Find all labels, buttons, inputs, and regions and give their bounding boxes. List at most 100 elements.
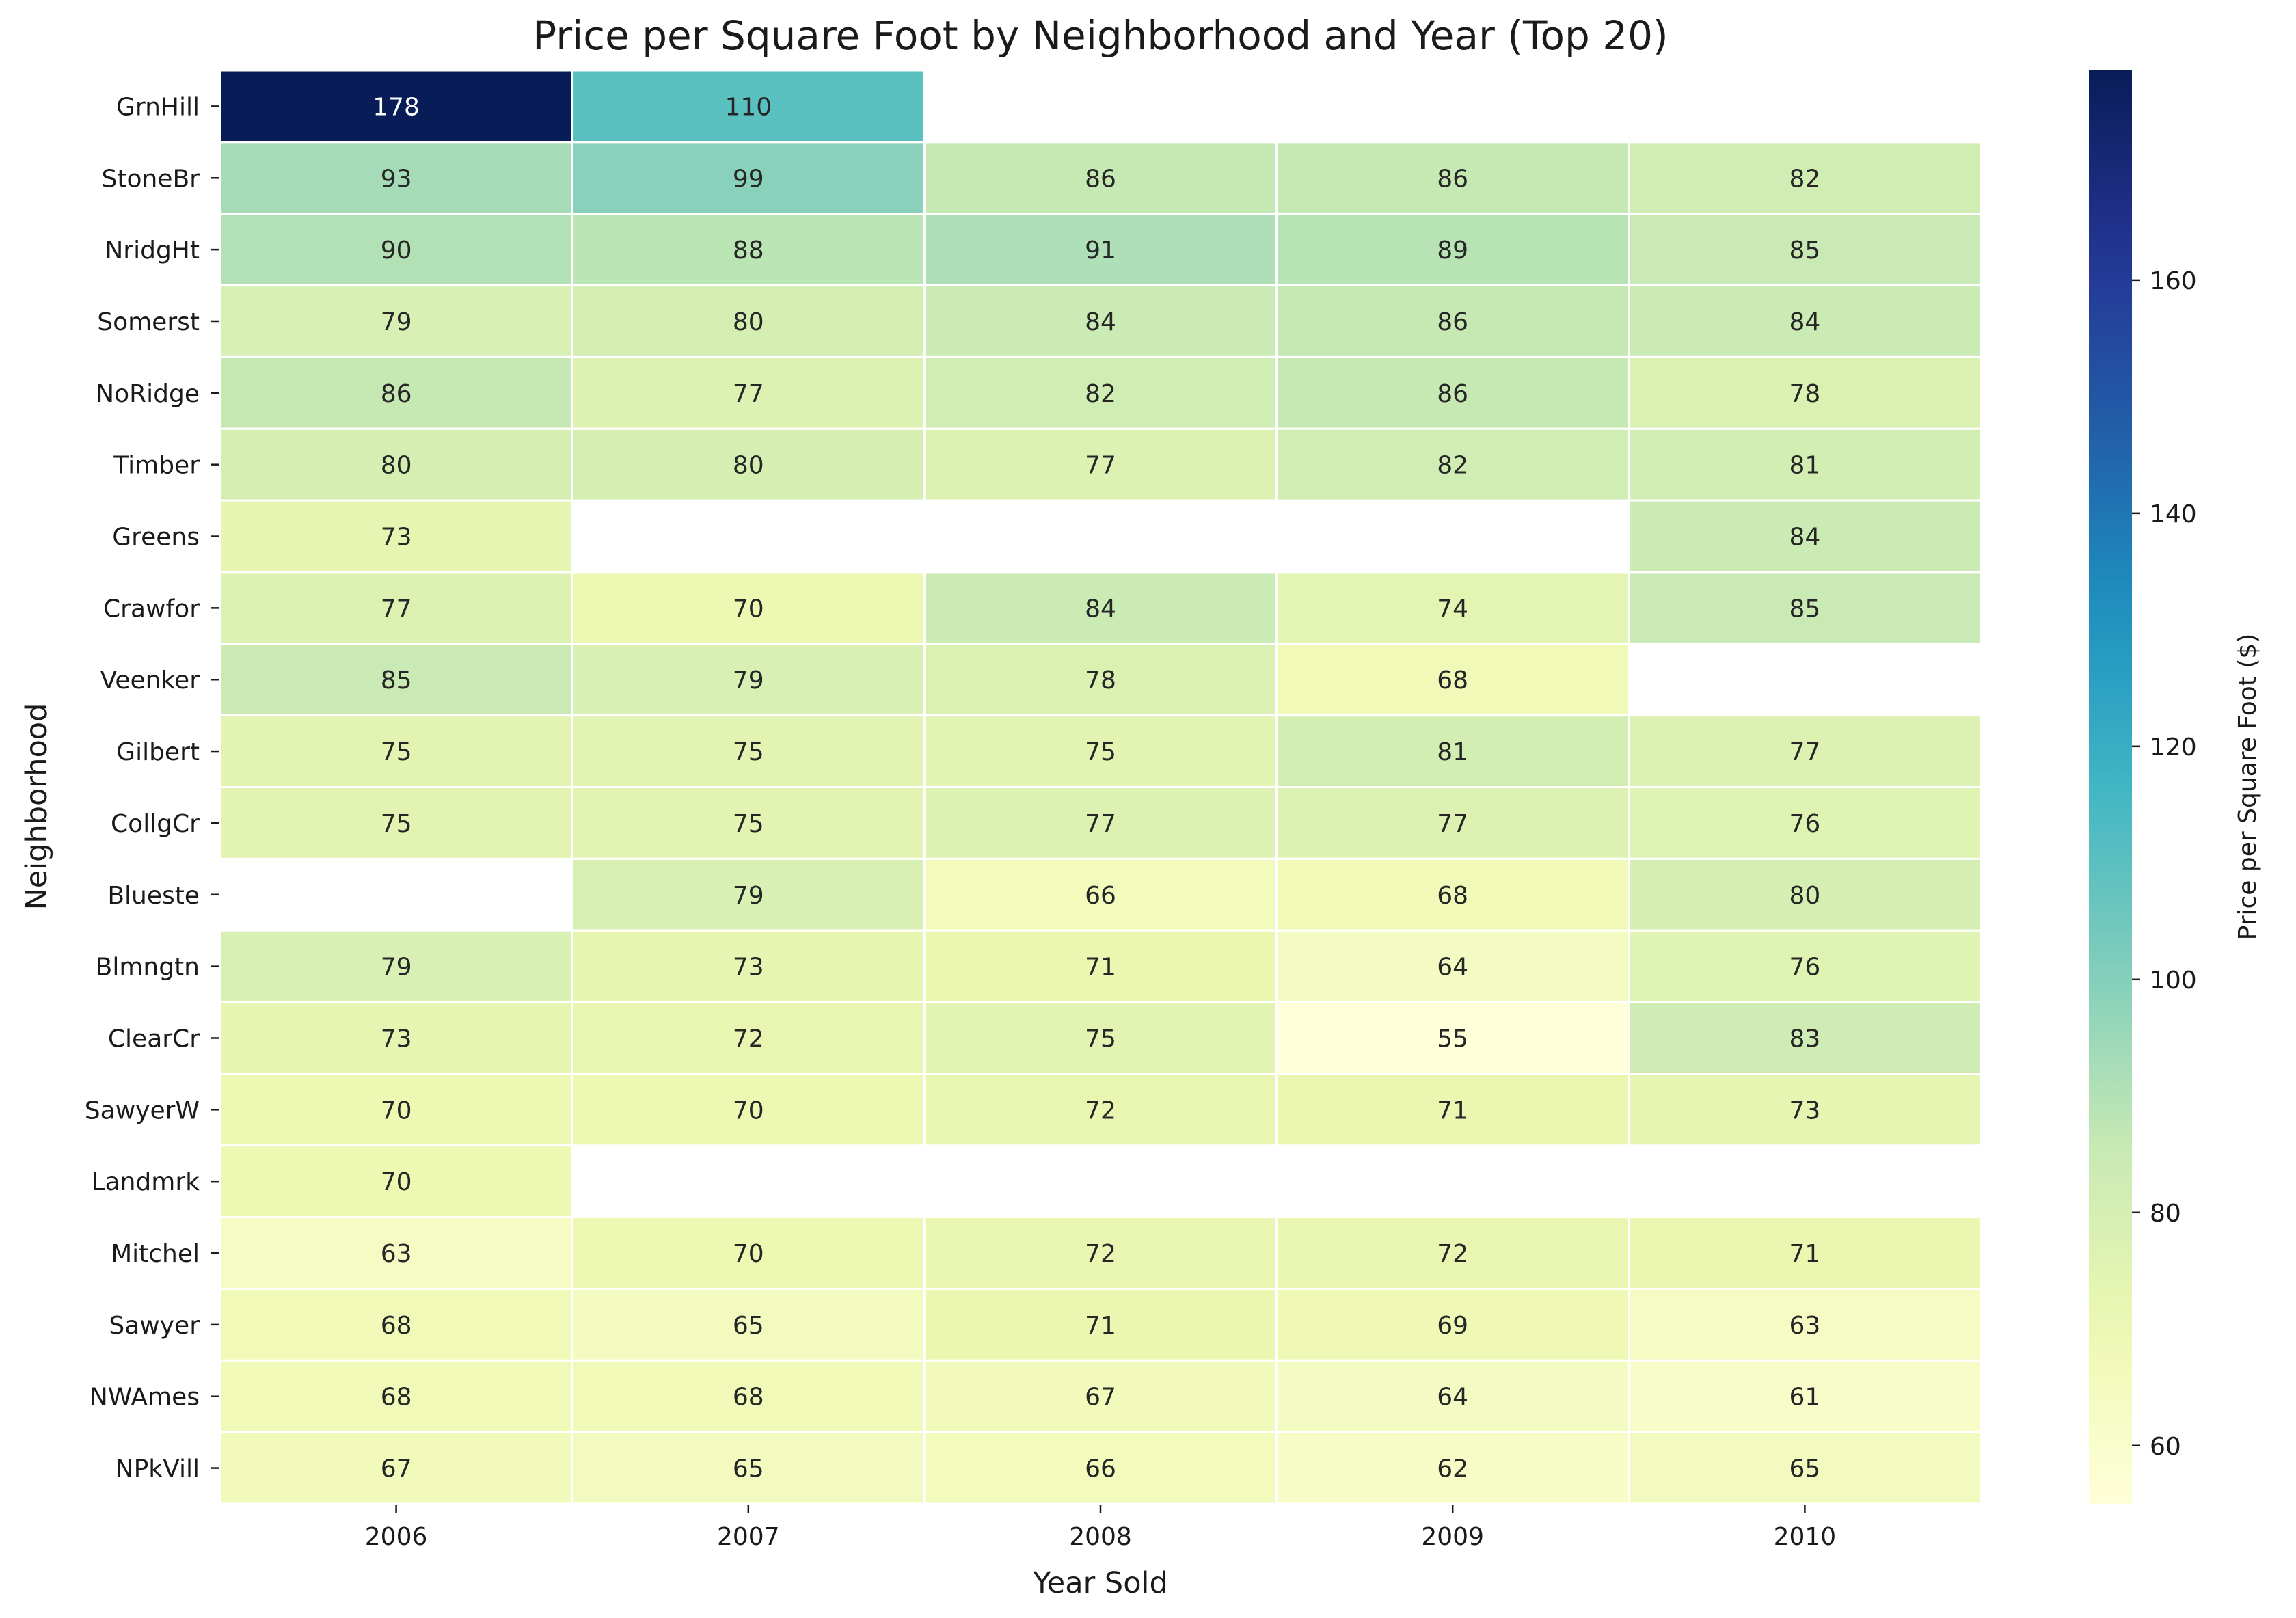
x-axis-label: Year Sold	[1032, 1566, 1168, 1600]
colorbar-label: Price per Square Foot ($)	[2234, 634, 2262, 941]
heatmap-cell-value: 89	[1437, 237, 1468, 265]
heatmap-cell	[1628, 1287, 1982, 1362]
heatmap-cell-value: 79	[733, 882, 764, 910]
heatmap-cell-value: 84	[1085, 308, 1116, 336]
heatmap-cell-value: 64	[1437, 954, 1468, 982]
y-tick-label: Timber	[113, 452, 200, 480]
heatmap-cell	[1628, 1216, 1982, 1290]
y-tick-label: NWAmes	[90, 1384, 200, 1412]
heatmap-cell	[219, 1216, 573, 1290]
heatmap-cell-value: 73	[381, 524, 412, 552]
heatmap-cell	[571, 355, 926, 430]
y-tick-label: StoneBr	[102, 165, 200, 193]
y-tick-label: Gilbert	[116, 738, 200, 766]
heatmap-cell	[219, 427, 573, 502]
chart-title: Price per Square Foot by Neighborhood an…	[532, 12, 1668, 59]
heatmap-cell-value: 82	[1437, 452, 1468, 480]
heatmap-cell-value: 77	[1085, 452, 1116, 480]
heatmap-cell	[1628, 714, 1982, 789]
heatmap-cell-value: 86	[1437, 308, 1468, 336]
heatmap-cell	[923, 1287, 1278, 1362]
colorbar-tick-label: 160	[2150, 267, 2197, 295]
heatmap-cell	[1628, 284, 1982, 358]
heatmap-cell-value: 75	[381, 810, 412, 838]
y-tick-label: Blueste	[107, 882, 200, 910]
heatmap-cell-value: 73	[381, 1025, 412, 1053]
heatmap-cell	[1275, 1073, 1630, 1147]
heatmap-cell	[1275, 929, 1630, 1003]
heatmap-cell-value: 82	[1085, 380, 1116, 408]
heatmap-cell-value: 73	[733, 954, 764, 982]
heatmap-cell-value: 99	[733, 165, 764, 193]
heatmap-cell-value: 63	[1789, 1312, 1820, 1340]
heatmap-cell	[923, 427, 1278, 502]
heatmap-cell	[1628, 355, 1982, 430]
heatmap-cell	[1275, 786, 1630, 860]
heatmap-cell-value: 76	[1789, 954, 1820, 982]
heatmap-cell-value: 75	[1085, 738, 1116, 766]
heatmap-cell	[923, 1431, 1278, 1505]
heatmap-cell-value: 77	[381, 595, 412, 623]
heatmap-cell-value: 65	[733, 1455, 764, 1483]
y-tick-label: Greens	[112, 524, 200, 552]
heatmap-cell-value: 68	[1437, 882, 1468, 910]
heatmap-cell-value: 74	[1437, 595, 1468, 623]
heatmap-cell-value: 88	[733, 237, 764, 265]
heatmap-cell-value: 61	[1789, 1384, 1820, 1412]
y-tick-label: Mitchel	[111, 1240, 200, 1268]
heatmap-cell	[219, 141, 573, 215]
heatmap-cell	[571, 643, 926, 717]
heatmap-cell-labels: 178 110 93 99 86 86 82 90 88 91 89 85 79 80 84 86 84 86 77…	[373, 93, 1820, 1483]
y-axis-label: Neighborhood	[20, 703, 54, 911]
heatmap-cell-value: 86	[1437, 165, 1468, 193]
colorbar-tick-label: 100	[2150, 967, 2197, 995]
heatmap-cell	[1275, 1216, 1630, 1290]
heatmap-cell-value: 86	[1085, 165, 1116, 193]
heatmap-cell-value: 77	[733, 380, 764, 408]
heatmap-cell-value: 70	[733, 1096, 764, 1124]
heatmap-cell	[219, 1287, 573, 1362]
heatmap-cell	[571, 1287, 926, 1362]
heatmap-cell-value: 68	[733, 1384, 764, 1412]
heatmap-cell	[219, 1359, 573, 1433]
heatmap-cell-value: 93	[381, 165, 412, 193]
heatmap-cell-value: 72	[1085, 1096, 1116, 1124]
heatmap-cell-value: 75	[381, 738, 412, 766]
heatmap-cell-value: 84	[1789, 524, 1820, 552]
heatmap-cell-value: 71	[1085, 1312, 1116, 1340]
x-axis-ticks: 2006 2007 2008 2009 2010	[365, 1505, 1836, 1551]
y-tick-label: SawyerW	[85, 1096, 200, 1124]
heatmap-cell	[1628, 1073, 1982, 1147]
y-tick-label: ClearCr	[108, 1025, 200, 1053]
heatmap-cell	[571, 857, 926, 932]
heatmap-cell-value: 90	[381, 237, 412, 265]
heatmap-cell-value: 91	[1085, 237, 1116, 265]
y-tick-label: Landmrk	[91, 1168, 200, 1196]
x-tick-label: 2010	[1774, 1523, 1837, 1551]
y-tick-label: Crawfor	[103, 595, 200, 623]
heatmap-cell	[219, 714, 573, 789]
heatmap-cell	[1275, 1359, 1630, 1433]
colorbar-tick-label: 140	[2150, 500, 2197, 528]
x-tick-label: 2007	[717, 1523, 780, 1551]
heatmap-cell	[1275, 141, 1630, 215]
y-axis-ticks: GrnHill StoneBr NridgHt Somerst NoRidge Timbe…	[85, 93, 219, 1483]
colorbar-tick-label: 60	[2150, 1433, 2181, 1461]
heatmap-cell-value: 73	[1789, 1096, 1820, 1124]
heatmap-cell-value: 71	[1437, 1096, 1468, 1124]
heatmap-cell	[1628, 857, 1982, 932]
heatmap-cell-value: 68	[1437, 666, 1468, 695]
heatmap-cell-value: 86	[381, 380, 412, 408]
heatmap-cell	[571, 786, 926, 860]
heatmap-cell	[1275, 1287, 1630, 1362]
heatmap-cell-value: 71	[1085, 954, 1116, 982]
colorbar-tick-label: 120	[2150, 733, 2197, 761]
heatmap-cell-value: 81	[1789, 452, 1820, 480]
heatmap-cell-value: 69	[1437, 1312, 1468, 1340]
heatmap-cell-value: 85	[381, 666, 412, 695]
heatmap-cell	[1275, 1001, 1630, 1075]
heatmap-cell-value: 62	[1437, 1455, 1468, 1483]
heatmap-cell-value: 75	[733, 738, 764, 766]
heatmap-cell	[1628, 1359, 1982, 1433]
heatmap-cell-value: 66	[1085, 882, 1116, 910]
